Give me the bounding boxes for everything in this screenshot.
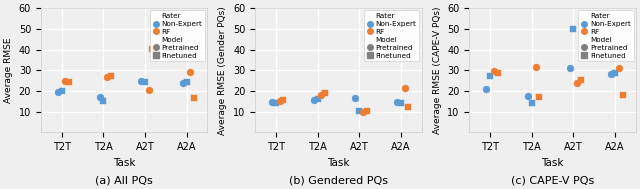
Point	[178, 81, 188, 84]
Legend: Rater, Non-Expert, RF, Model, Pretrained, Finetuned: Rater, Non-Expert, RF, Model, Pretrained…	[150, 10, 205, 61]
Point	[572, 81, 582, 84]
Point	[403, 106, 413, 109]
Point	[64, 80, 74, 83]
Point	[396, 102, 406, 105]
Legend: Rater, Non-Expert, RF, Model, Pretrained, Finetuned: Rater, Non-Expert, RF, Model, Pretrained…	[579, 10, 634, 61]
Point	[350, 97, 360, 100]
Point	[143, 88, 154, 91]
Point	[278, 99, 289, 102]
Point	[399, 86, 410, 89]
Y-axis label: Average RMSE (Gender PQs): Average RMSE (Gender PQs)	[218, 6, 227, 135]
Point	[275, 100, 285, 103]
Point	[485, 75, 495, 78]
Legend: Rater, Non-Expert, RF, Model, Pretrained, Finetuned: Rater, Non-Expert, RF, Model, Pretrained…	[364, 10, 419, 61]
Point	[618, 94, 628, 97]
Point	[493, 72, 503, 75]
Point	[362, 109, 372, 112]
Point	[185, 71, 195, 74]
Point	[60, 79, 70, 82]
Point	[56, 89, 67, 92]
Point	[320, 91, 330, 94]
Point	[606, 73, 616, 76]
Point	[527, 102, 537, 105]
Point	[312, 98, 323, 101]
Point	[267, 101, 277, 104]
Text: (b) Gendered PQs: (b) Gendered PQs	[289, 175, 388, 185]
Point	[564, 67, 575, 70]
Point	[576, 78, 586, 81]
Point	[481, 87, 492, 90]
X-axis label: Task: Task	[541, 158, 564, 168]
Point	[316, 94, 326, 97]
Point	[271, 102, 281, 105]
X-axis label: Task: Task	[113, 158, 135, 168]
Point	[354, 109, 364, 112]
Point	[568, 27, 579, 30]
Point	[531, 66, 541, 69]
Point	[181, 80, 191, 83]
Point	[94, 96, 104, 99]
Point	[140, 80, 150, 83]
Text: (a) All PQs: (a) All PQs	[95, 175, 153, 185]
Point	[136, 79, 147, 82]
Point	[147, 47, 157, 50]
Point	[52, 91, 63, 94]
X-axis label: Task: Task	[327, 158, 349, 168]
Point	[358, 110, 368, 113]
Y-axis label: Average RMSE: Average RMSE	[4, 37, 13, 103]
Point	[189, 97, 199, 100]
Point	[98, 100, 108, 103]
Point	[308, 99, 319, 102]
Point	[489, 70, 499, 73]
Point	[534, 96, 545, 99]
Text: (c) CAPE-V PQs: (c) CAPE-V PQs	[511, 175, 594, 185]
Point	[106, 75, 116, 78]
Point	[614, 67, 624, 70]
Point	[392, 101, 402, 104]
Y-axis label: Average RMSE (CAPE-V PQs): Average RMSE (CAPE-V PQs)	[433, 6, 442, 134]
Point	[523, 94, 533, 98]
Point	[102, 76, 112, 79]
Point	[610, 72, 620, 75]
